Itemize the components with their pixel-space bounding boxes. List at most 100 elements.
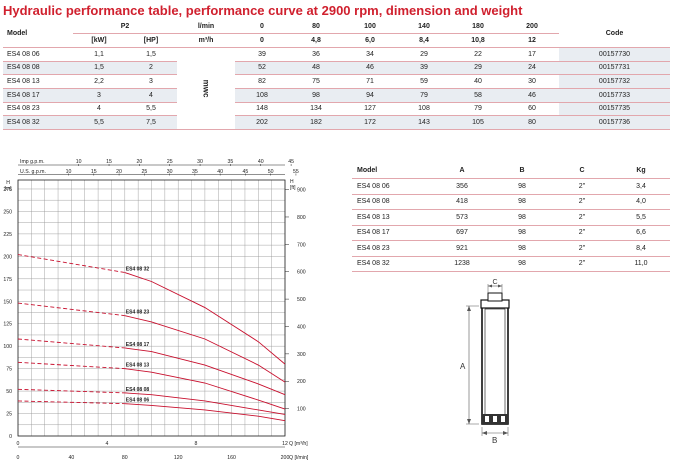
head-cell: 46 — [505, 88, 559, 103]
hp-cell: 1,5 — [125, 47, 177, 62]
code-cell: 00157731 — [559, 61, 670, 76]
series-label: ES4 08 06 — [126, 398, 150, 404]
table-row: ES4 08 23 4 5,5 148 134 127 108 79 60 00… — [3, 102, 670, 117]
us-gpm-tick-label: 15 — [91, 169, 97, 175]
left-axis-unit: [m] — [5, 186, 13, 192]
series-line-dashed — [17, 388, 125, 394]
kw-cell: 1,5 — [73, 61, 125, 76]
pump-dimension-drawing: A B C — [460, 279, 510, 445]
dims-a-cell: 418 — [432, 194, 492, 210]
hp-cell: 7,5 — [125, 115, 177, 130]
lmin-value: 80 — [289, 20, 343, 35]
dims-model-cell: ES4 08 23 — [352, 240, 432, 257]
us-gpm-tick-label: 20 — [116, 169, 122, 175]
kw-cell: 1,1 — [73, 47, 125, 62]
dims-kg-cell: 5,5 — [612, 209, 670, 226]
series-line — [124, 392, 286, 415]
y-ft-tick-label: 500 — [297, 297, 306, 303]
table-row: ES4 08 23 921 98 2" 8,4 — [352, 240, 670, 257]
dims-kg-cell: 8,4 — [612, 240, 670, 257]
model-cell: ES4 08 13 — [3, 74, 73, 89]
imp-gpm-tick-label: 30 — [197, 159, 203, 165]
y-m-tick-label: 50 — [6, 389, 12, 395]
dims-kg-header: Kg — [612, 163, 670, 179]
head-cell: 75 — [289, 74, 343, 89]
lmin-value: 140 — [397, 20, 451, 35]
series-line — [124, 315, 286, 383]
series-line-dashed — [17, 254, 125, 273]
performance-table: Model P2 l/min 0 80 100 140 180 200 Code… — [3, 20, 670, 131]
us-gpm-tick-label: 55 — [293, 169, 299, 175]
head-cell: 34 — [343, 47, 397, 62]
us-gpm-tick-label: 30 — [167, 169, 173, 175]
imp-gpm-tick-label: 40 — [258, 159, 264, 165]
series-line-dashed — [17, 400, 125, 405]
dims-c-cell: 2" — [552, 240, 612, 257]
y-m-tick-label: 100 — [3, 344, 12, 350]
series-label: ES4 08 08 — [126, 387, 150, 393]
y-m-tick-label: 225 — [3, 232, 12, 238]
table-row: ES4 08 17 697 98 2" 6,6 — [352, 225, 670, 241]
head-cell: 60 — [505, 102, 559, 117]
dims-kg-cell: 3,4 — [612, 178, 670, 195]
series-line — [124, 403, 286, 422]
m3h-value: 12 — [505, 33, 559, 48]
plot-frame — [17, 179, 286, 437]
y-m-tick-label: 250 — [3, 209, 12, 215]
head-cell: 108 — [397, 102, 451, 117]
dims-c-cell: 2" — [552, 209, 612, 226]
hp-header: [HP] — [125, 33, 177, 48]
head-cell: 82 — [235, 74, 289, 89]
dims-kg-cell: 6,6 — [612, 225, 670, 241]
dimension-c-label: C — [493, 279, 498, 286]
y-m-tick-label: 275 — [3, 187, 12, 193]
dims-c-header: C — [552, 163, 612, 179]
x-m3h-tick-label: 4 — [106, 441, 109, 447]
head-cell: 79 — [451, 102, 505, 117]
m3h-value: 8,4 — [397, 33, 451, 48]
dims-a-header: A — [432, 163, 492, 179]
dims-model-cell: ES4 08 06 — [352, 178, 432, 195]
model-cell: ES4 08 08 — [3, 61, 73, 76]
table-row: ES4 08 32 5,5 7,5 202 182 172 143 105 80… — [3, 115, 670, 130]
y-m-tick-label: 75 — [6, 367, 12, 373]
series-line-dashed — [17, 338, 125, 349]
head-cell: 46 — [343, 61, 397, 76]
x-lmin-tick-label: 160 — [227, 455, 236, 461]
imp-gpm-tick-label: 15 — [106, 159, 112, 165]
dims-a-cell: 921 — [432, 240, 492, 257]
series-label: ES4 08 17 — [126, 342, 150, 348]
dims-header-row: Model A B C Kg — [352, 163, 670, 179]
dims-b-header: B — [492, 163, 552, 179]
hp-cell: 5,5 — [125, 102, 177, 117]
left-axis-label: H — [6, 180, 10, 186]
model-header: Model — [3, 20, 73, 48]
table-row: ES4 08 32 1238 98 2" 11,0 — [352, 256, 670, 272]
x-lmin-axis-label: Q [l/min] — [289, 455, 309, 461]
dimension-b: B — [481, 427, 509, 445]
series-label: ES4 08 32 — [126, 267, 150, 273]
x-lmin-tick-label: 120 — [174, 455, 183, 461]
x-lmin-tick-label: 0 — [17, 455, 20, 461]
series-label: ES4 08 13 — [126, 363, 150, 369]
head-cell: 182 — [289, 115, 343, 130]
right-axis-label: H — [290, 179, 294, 185]
model-cell: ES4 08 23 — [3, 102, 73, 117]
x-m3h-axis-label: Q [m³/h] — [289, 441, 308, 447]
head-cell: 108 — [235, 88, 289, 103]
dimension-a: A — [460, 305, 479, 425]
m3h-header: m³/h — [177, 33, 235, 48]
head-cell: 172 — [343, 115, 397, 130]
head-cell: 39 — [397, 61, 451, 76]
code-cell: 00157730 — [559, 47, 670, 62]
dims-a-cell: 573 — [432, 209, 492, 226]
model-cell: ES4 08 06 — [3, 47, 73, 62]
dims-model-cell: ES4 08 17 — [352, 225, 432, 241]
imp-gpm-tick-label: 10 — [76, 159, 82, 165]
table-row: ES4 08 17 3 4 108 98 94 79 58 46 0015773… — [3, 88, 670, 103]
head-cell: 105 — [451, 115, 505, 130]
head-cell: 59 — [397, 74, 451, 89]
imp-gpm-tick-label: 25 — [167, 159, 173, 165]
dims-c-cell: 2" — [552, 256, 612, 272]
